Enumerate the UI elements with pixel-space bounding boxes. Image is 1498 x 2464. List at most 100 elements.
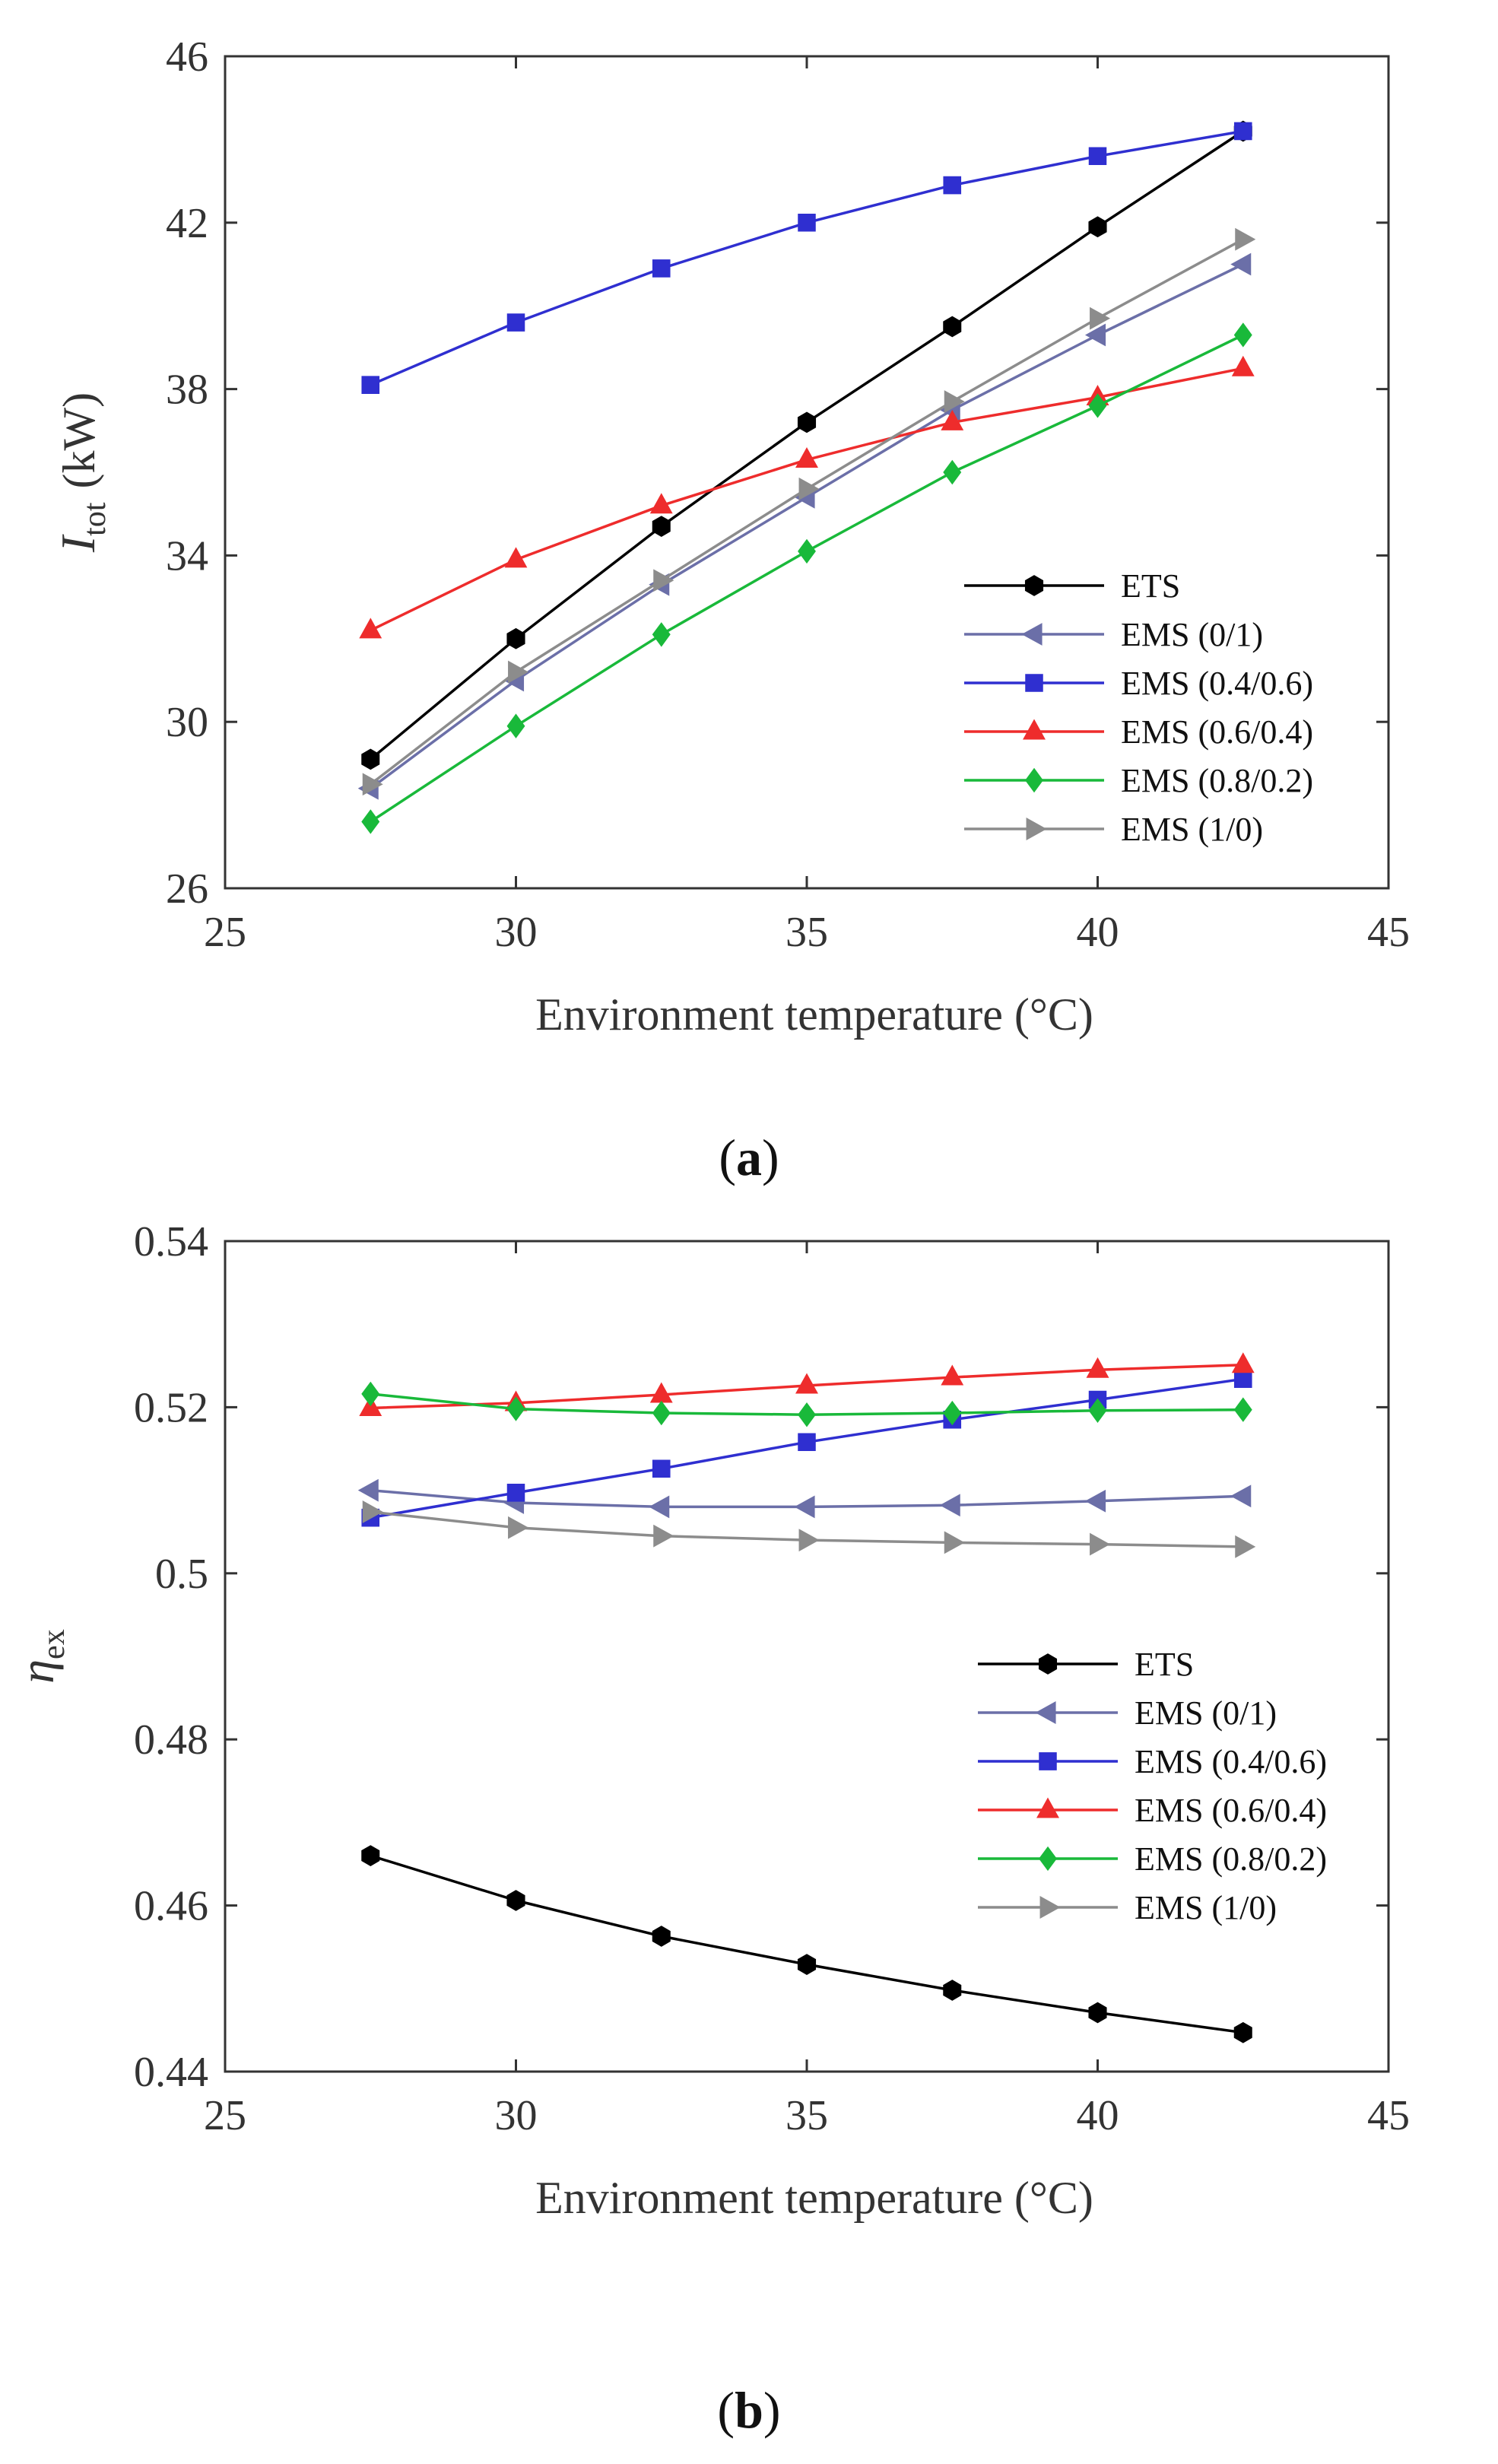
panel-b-y-axis-title-text: ηex xyxy=(10,1629,71,1683)
panel-b-legend-label: EMS (0.4/0.6) xyxy=(1135,1743,1327,1780)
panel-a-y-axis-unit: (kW) xyxy=(54,392,104,489)
panel-b-legend-label: EMS (0.8/0.2) xyxy=(1135,1840,1327,1878)
panel-a-data-point xyxy=(1088,147,1107,166)
panel-b-legend-label: ETS xyxy=(1135,1646,1194,1683)
panel-b-data-point xyxy=(506,1890,525,1911)
panel-b-y-tick-label: 0.52 xyxy=(134,1384,208,1431)
panel-a-y-axis-title-text: Itot (kW) xyxy=(51,392,113,553)
panel-b-series-1 xyxy=(357,1478,1252,1519)
panel-a-legend-marker xyxy=(1025,767,1043,793)
panel-b-series-5 xyxy=(362,1500,1256,1558)
panel-b-data-point xyxy=(361,1381,380,1407)
panel-a-data-point xyxy=(943,316,962,338)
panel-b-data-point xyxy=(1233,1397,1252,1422)
panel-b-data-point xyxy=(1086,1357,1109,1378)
panel-a-data-point xyxy=(1090,306,1111,330)
panel-b-legend-label: EMS (0.6/0.4) xyxy=(1135,1792,1327,1829)
panel-b-y-tick-label: 0.5 xyxy=(155,1551,208,1598)
panel-a-x-tick-label: 30 xyxy=(495,909,538,956)
panel-a-x-tick-label: 35 xyxy=(785,909,828,956)
panel-b-data-point xyxy=(506,1396,525,1421)
panel-a-data-point xyxy=(649,493,673,514)
panel-b-x-tick-label: 40 xyxy=(1077,2092,1119,2139)
panel-b-legend-marker xyxy=(1038,1653,1058,1675)
panel-a-series-line xyxy=(370,238,1244,786)
panel-a-data-point xyxy=(508,660,529,684)
panel-a-data-point xyxy=(798,213,816,232)
panel-a-data-point xyxy=(361,748,380,770)
panel-b-x-axis-title: Environment temperature (°C) xyxy=(535,2173,1093,2223)
panel-a-data-point xyxy=(359,618,382,639)
panel-a-data-point xyxy=(797,411,817,433)
panel-b-data-point xyxy=(506,1484,525,1502)
panel-b-data-point xyxy=(795,1373,818,1394)
panel-a-data-point xyxy=(504,547,528,568)
panel-b-data-point xyxy=(649,1382,673,1403)
panel-b-data-point xyxy=(794,1495,815,1519)
panel-b-data-point xyxy=(1235,1535,1256,1558)
panel-a-y-tick-label: 42 xyxy=(166,200,208,247)
panel-a-legend-marker xyxy=(1025,674,1043,692)
panel-a-x-tick-label: 25 xyxy=(204,909,246,956)
panel-a-data-point xyxy=(1233,122,1252,141)
panel-b-data-point xyxy=(941,1364,964,1386)
panel-a-x-axis-title: Environment temperature (°C) xyxy=(535,989,1093,1040)
panel-a-y-tick-label: 38 xyxy=(166,367,208,414)
panel-b-data-point xyxy=(943,1980,962,2001)
panel-a-data-point xyxy=(1088,393,1107,418)
panel-b-data-point xyxy=(649,1495,670,1519)
panel-b-data-point xyxy=(944,1531,965,1554)
panel-a-series-1 xyxy=(357,252,1252,800)
panel-a-data-point xyxy=(1084,323,1106,347)
panel-a-y-tick-label: 34 xyxy=(166,532,208,579)
panel-a-legend-label: EMS (0.4/0.6) xyxy=(1121,665,1313,702)
panel-b-series-line xyxy=(370,1854,1244,2034)
panel-a-series-2 xyxy=(361,122,1252,394)
panel-a-data-point xyxy=(652,259,671,278)
panel-a-y-axis-title: Itot (kW) xyxy=(51,392,113,553)
panel-b-y-tick-label: 0.46 xyxy=(134,1883,208,1930)
panel-a-legend-label: EMS (1/0) xyxy=(1121,811,1263,848)
panel-a-legend-marker xyxy=(1024,575,1044,596)
panel-a-data-point xyxy=(943,459,962,485)
panel-b-legend-label: EMS (1/0) xyxy=(1135,1889,1277,1926)
panel-a-y-axis-subscript: tot xyxy=(78,502,113,536)
panel-a-data-point xyxy=(798,538,816,564)
panel-b-data-point xyxy=(798,1433,816,1452)
panel-a-y-tick-label: 30 xyxy=(166,699,208,746)
panel-b-data-point xyxy=(652,1459,671,1478)
panel-a-legend-label: EMS (0/1) xyxy=(1121,616,1263,653)
panel-a-legend-label: EMS (0.6/0.4) xyxy=(1121,713,1313,751)
panel-b-x-tick-label: 30 xyxy=(495,2092,538,2139)
panel-a-series-4 xyxy=(361,322,1252,834)
panel-a-legend-marker xyxy=(1021,623,1043,646)
panel-a-data-point xyxy=(795,447,818,468)
panel-b-data-point xyxy=(798,1529,820,1552)
panel-b-data-point xyxy=(1084,1489,1106,1513)
panel-b-series-4 xyxy=(361,1381,1252,1427)
panel-b-legend-marker xyxy=(1035,1701,1056,1724)
panel-a-data-point xyxy=(1231,355,1255,376)
panel-b-data-point xyxy=(1231,1352,1255,1373)
panel-b-data-point xyxy=(357,1478,379,1502)
panel-a-series-line xyxy=(370,129,1244,386)
panel-a-data-point xyxy=(361,376,380,394)
panel-b-data-point xyxy=(362,1500,383,1523)
panel-b-data-point xyxy=(652,1926,671,1947)
panel-b-data-point xyxy=(508,1516,529,1539)
panel-b-label: (b) xyxy=(717,2381,780,2439)
panel-b-data-point xyxy=(653,1524,674,1548)
panel-a-data-point xyxy=(943,176,962,195)
panel-b-data-point xyxy=(1088,2002,1107,2024)
panel-b-data-point xyxy=(1233,2021,1252,2043)
panel-b-x-tick-label: 35 xyxy=(785,2092,828,2139)
panel-b-data-point xyxy=(1088,1398,1107,1423)
panel-b-data-point xyxy=(939,1494,960,1517)
panel-a-data-point xyxy=(798,477,820,500)
panel-a-y-tick-label: 46 xyxy=(166,33,208,81)
panel-a-data-point xyxy=(1233,322,1252,348)
panel-a-label: (a) xyxy=(719,1129,779,1186)
panel-b-legend-marker xyxy=(1039,1846,1057,1872)
panel-a-legend-label: ETS xyxy=(1121,567,1180,605)
panel-a-x-tick-label: 45 xyxy=(1367,909,1410,956)
